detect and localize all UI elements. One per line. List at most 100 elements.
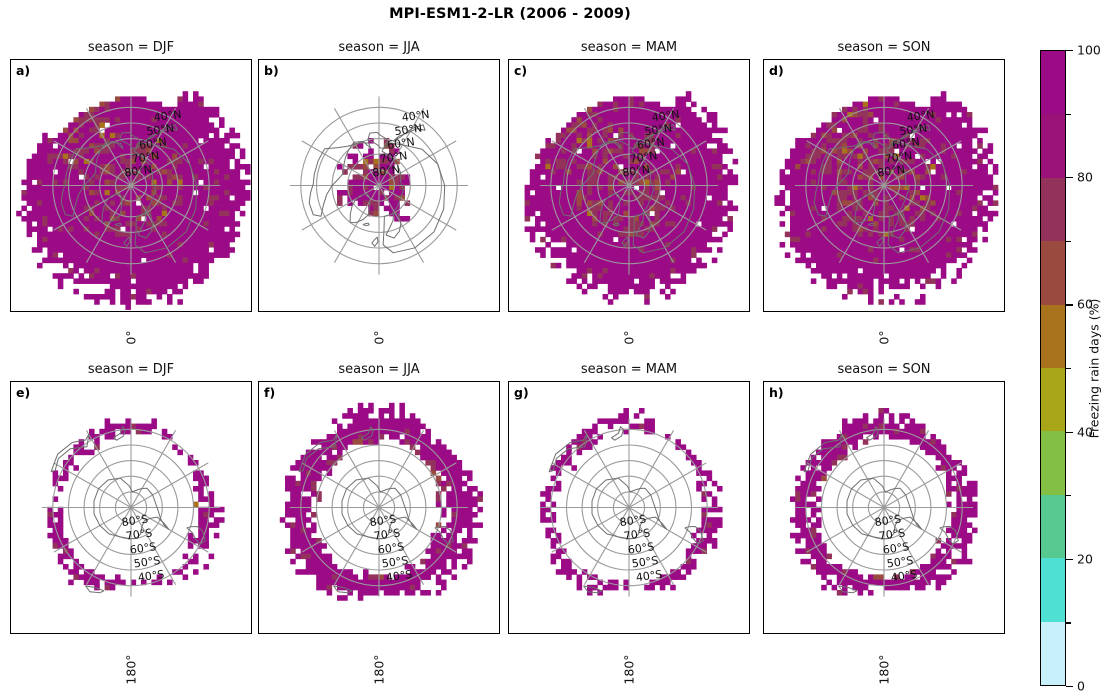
- colorbar-band-20-30: [1041, 494, 1065, 559]
- map-canvas-a: 40°N50°N60°N70°N80°N: [16, 91, 251, 310]
- svg-text:60°N: 60°N: [138, 135, 167, 152]
- xlabel-f: 180°: [371, 654, 387, 685]
- map-canvas-g: 40°S50°S60°S70°S80°S: [539, 408, 723, 597]
- svg-text:50°N: 50°N: [899, 121, 928, 138]
- colorbar-ticklabel-100: 100: [1077, 42, 1101, 58]
- map-canvas-d: 40°N50°N60°N70°N80°N: [774, 91, 999, 305]
- colorbar-band-50-60: [1041, 304, 1065, 369]
- panel-tag-e: e): [16, 385, 31, 400]
- map-panel-e[interactable]: e) 40°S 50°S 60°S 70°S 80°S: [10, 381, 252, 634]
- svg-text:70°S: 70°S: [373, 526, 401, 543]
- data-raster: [790, 408, 978, 596]
- colorbar-band-70-80: [1041, 177, 1065, 242]
- graticule: [41, 96, 221, 275]
- svg-text:80°N: 80°N: [124, 163, 153, 180]
- map-panel-c[interactable]: c) 40°N 50°N 60°N 70°N 80°N: [508, 59, 750, 312]
- lat-labels: 40°S50°S60°S70°S80°S: [619, 513, 663, 585]
- colorbar-minor-tick-50: [1066, 368, 1071, 370]
- coastlines: [308, 124, 446, 254]
- coastlines: [803, 426, 959, 594]
- xlabel-c: 0°: [621, 330, 637, 345]
- colorbar-ticklabel-0: 0: [1077, 678, 1085, 694]
- svg-text:80°S: 80°S: [619, 513, 647, 530]
- colorbar-ticklabel-60: 60: [1077, 296, 1093, 312]
- colorbar-ticklabel-40: 40: [1077, 424, 1093, 440]
- colorbar-tick-0: [1066, 686, 1073, 688]
- colorbar[interactable]: [1040, 50, 1066, 686]
- svg-text:60°N: 60°N: [891, 135, 920, 152]
- svg-text:40°S: 40°S: [137, 568, 165, 585]
- svg-text:70°S: 70°S: [623, 526, 651, 543]
- panel-title-a: season = DJF: [87, 40, 175, 55]
- svg-text:50°N: 50°N: [644, 121, 673, 138]
- panel-tag-b: b): [264, 63, 279, 78]
- svg-text:40°N: 40°N: [906, 108, 935, 125]
- xlabel-e: 180°: [123, 654, 139, 685]
- svg-text:40°N: 40°N: [153, 108, 182, 125]
- colorbar-tick-20: [1066, 558, 1073, 561]
- graticule: [539, 418, 719, 597]
- svg-text:40°N: 40°N: [651, 108, 680, 125]
- map-canvas-h: 40°S50°S60°S70°S80°S: [790, 408, 978, 597]
- coastlines: [548, 426, 704, 594]
- lat-labels: 40°N50°N60°N70°N80°N: [372, 108, 431, 180]
- lat-labels: 40°N50°N60°N70°N80°N: [124, 108, 183, 180]
- colorbar-tick-60: [1066, 304, 1073, 306]
- svg-text:60°S: 60°S: [377, 540, 405, 557]
- colorbar-tick-100: [1066, 50, 1073, 52]
- map-canvas-f: 40°S50°S60°S70°S80°S: [279, 402, 483, 601]
- svg-text:70°N: 70°N: [629, 149, 658, 166]
- colorbar-band-40-50: [1041, 368, 1065, 432]
- colorbar-minor-tick-30: [1066, 495, 1071, 497]
- svg-text:60°N: 60°N: [636, 135, 665, 152]
- map-panel-b[interactable]: b) 40°N 50°N 60°N 70°N 80°N: [258, 59, 500, 312]
- svg-text:80°N: 80°N: [877, 163, 906, 180]
- xlabel-g: 180°: [621, 654, 637, 685]
- data-raster: [279, 402, 483, 601]
- lat-labels: 40°S50°S60°S70°S80°S: [874, 513, 918, 585]
- map-panel-f[interactable]: f) 40°S 50°S 60°S 70°S 80°S: [258, 381, 500, 634]
- colorbar-label: Freezing rain days (%): [1084, 50, 1104, 686]
- panel-title-f: season = JJA: [338, 362, 420, 377]
- panel-tag-h: h): [769, 385, 784, 400]
- svg-text:40°S: 40°S: [635, 568, 663, 585]
- colorbar-minor-tick-90: [1066, 113, 1071, 115]
- graticule: [41, 418, 221, 597]
- map-canvas-e: 40°S50°S60°S70°S80°S: [41, 418, 225, 597]
- panel-title-b: season = JJA: [338, 40, 420, 55]
- panel-tag-g: g): [514, 385, 529, 400]
- panel-title-e: season = DJF: [87, 362, 175, 377]
- xlabel-b: 0°: [371, 330, 387, 345]
- coastlines: [813, 124, 951, 254]
- coastlines: [298, 426, 454, 594]
- data-raster: [337, 138, 411, 222]
- svg-text:50°S: 50°S: [133, 554, 161, 571]
- colorbar-ticklabel-20: 20: [1077, 551, 1093, 567]
- map-panel-d[interactable]: d) 40°N 50°N 60°N 70°N 80°N: [763, 59, 1005, 312]
- colorbar-label-text: Freezing rain days (%): [1086, 298, 1102, 438]
- map-panel-a[interactable]: a) 40°N 50°N 60°N 70°N 80°N: [10, 59, 252, 312]
- svg-text:70°N: 70°N: [884, 149, 913, 166]
- map-panel-h[interactable]: h) 40°S 50°S 60°S 70°S 80°S: [763, 381, 1005, 634]
- map-panel-g[interactable]: g) 40°S 50°S 60°S 70°S 80°S: [508, 381, 750, 634]
- graticule: [289, 418, 469, 597]
- colorbar-band-10-20: [1041, 558, 1065, 622]
- graticule: [794, 418, 974, 597]
- lat-labels: 40°N50°N60°N70°N80°N: [877, 108, 936, 180]
- colorbar-band-30-40: [1041, 431, 1065, 495]
- figure-title: MPI-ESM1-2-LR (2006 - 2009): [389, 6, 631, 22]
- svg-text:40°S: 40°S: [385, 568, 413, 585]
- svg-text:50°N: 50°N: [146, 121, 175, 138]
- lat-labels: 40°S50°S60°S70°S80°S: [121, 513, 165, 585]
- colorbar-minor-tick-10: [1066, 622, 1071, 624]
- colorbar-tick-80: [1066, 177, 1073, 179]
- svg-text:70°N: 70°N: [131, 149, 160, 166]
- colorbar-minor-tick-70: [1066, 240, 1071, 243]
- panel-title-d: season = SON: [837, 40, 931, 55]
- graticule: [794, 96, 974, 275]
- xlabel-a: 0°: [123, 330, 139, 345]
- panel-title-c: season = MAM: [580, 40, 678, 55]
- xlabel-h: 180°: [876, 654, 892, 685]
- svg-text:60°S: 60°S: [129, 540, 157, 557]
- svg-text:70°N: 70°N: [379, 149, 408, 166]
